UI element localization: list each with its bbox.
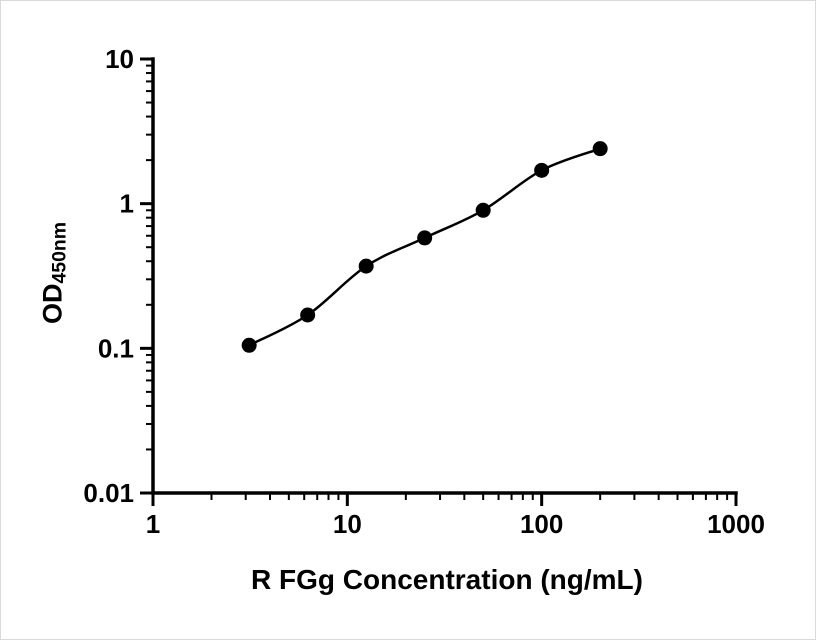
y-axis-label: OD450nm <box>37 221 71 325</box>
y-axis-label-main: OD <box>37 283 68 325</box>
x-tick-label: 10 <box>333 509 362 539</box>
data-point <box>358 258 374 274</box>
x-axis-label: R FGg Concentration (ng/mL) <box>251 564 643 595</box>
data-point <box>417 230 433 246</box>
y-tick-label: 1 <box>120 189 134 219</box>
data-point <box>241 337 257 353</box>
x-tick-label: 1000 <box>707 509 765 539</box>
y-tick-label: 10 <box>105 44 134 74</box>
y-axis-label-subscript: 450nm <box>48 221 71 284</box>
x-tick-label: 100 <box>520 509 563 539</box>
y-tick-label: 0.1 <box>98 333 134 363</box>
data-point <box>300 307 316 323</box>
data-point <box>592 141 608 157</box>
data-point <box>475 202 491 218</box>
x-tick-label: 1 <box>146 509 160 539</box>
axis-spines <box>151 57 738 495</box>
data-point <box>534 162 550 178</box>
y-tick-label: 0.01 <box>83 478 134 508</box>
